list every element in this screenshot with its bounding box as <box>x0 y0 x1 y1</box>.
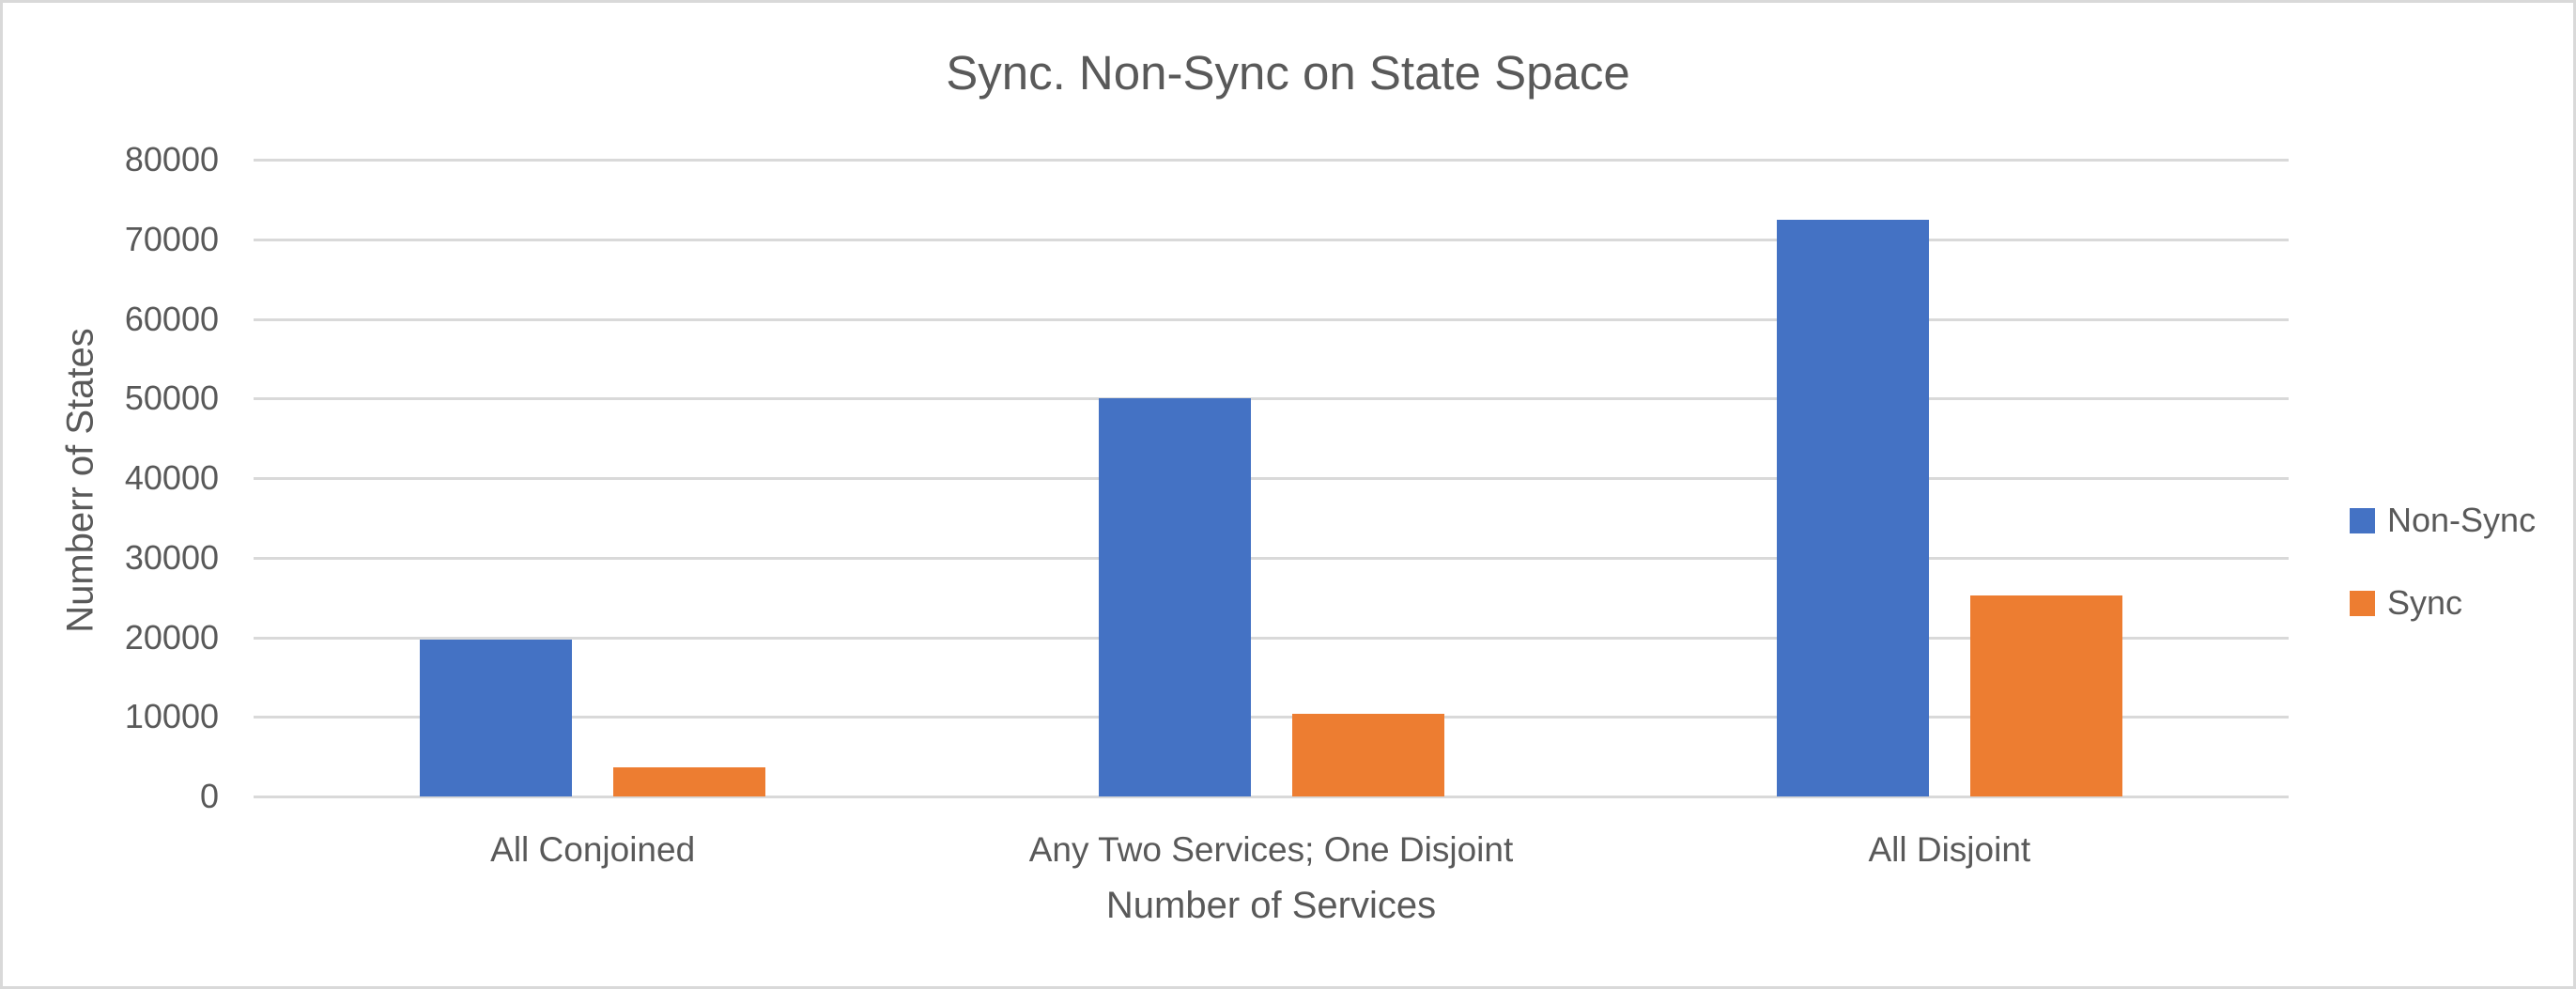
x-category-label: All Conjoined <box>490 830 696 869</box>
y-tick-label: 60000 <box>124 299 219 338</box>
y-tick-label: 50000 <box>124 379 219 418</box>
gridline <box>254 317 2289 321</box>
gridline <box>254 477 2289 480</box>
bar-non-sync-3 <box>1776 220 1929 796</box>
bar-sync-3 <box>1969 595 2122 796</box>
x-category-label: Any Two Services; One Disjoint <box>1028 830 1514 869</box>
gridline <box>254 159 2289 162</box>
gridline <box>254 796 2289 798</box>
x-category-label: All Disjoint <box>1868 830 2031 869</box>
y-tick-label: 70000 <box>124 219 219 258</box>
chart-title: Sync. Non-Sync on State Space <box>946 46 1630 100</box>
y-tick-label: 0 <box>199 777 219 815</box>
bar-non-sync-2 <box>1098 398 1251 796</box>
gridline <box>254 716 2289 719</box>
y-tick-label: 10000 <box>124 697 219 736</box>
bar-sync-2 <box>1291 713 1444 796</box>
y-tick-label: 80000 <box>124 140 219 178</box>
legend-item-sync: Sync <box>2350 583 2536 623</box>
legend-label: Sync <box>2387 583 2463 622</box>
bar-sync-1 <box>613 766 766 796</box>
y-tick-label: 30000 <box>124 537 219 577</box>
legend: Non-Sync Sync <box>2350 501 2536 623</box>
legend-label: Non-Sync <box>2387 501 2537 539</box>
x-axis-title: Number of Services <box>1105 885 1437 926</box>
plot-area <box>254 159 2289 798</box>
y-tick-label: 40000 <box>124 458 219 497</box>
legend-swatch-icon <box>2350 507 2375 533</box>
gridline <box>254 238 2289 241</box>
gridline <box>254 397 2289 401</box>
legend-swatch-icon <box>2350 590 2375 616</box>
bar-non-sync-1 <box>420 640 573 796</box>
legend-item-non-sync: Non-Sync <box>2350 501 2536 540</box>
y-tick-label: 20000 <box>124 617 219 657</box>
gridline <box>254 636 2289 640</box>
gridline <box>254 556 2289 560</box>
